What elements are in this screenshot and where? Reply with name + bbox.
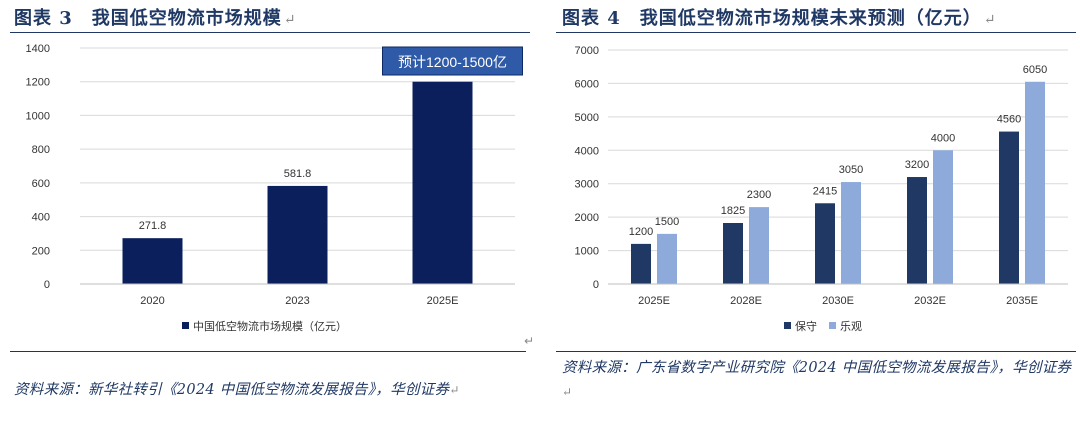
data-label: 6050 (1023, 64, 1047, 76)
data-label: 2415 (813, 185, 837, 197)
data-label: 4000 (931, 132, 955, 144)
bar (815, 203, 835, 284)
left-source: 资料来源：新华社转引《2024 中国低空物流发展报告》，华创证券↵ (14, 382, 460, 398)
data-label: 4560 (997, 114, 1021, 126)
data-label: 3050 (839, 164, 863, 176)
bar (631, 243, 651, 284)
left-return-mark-icon: ↵ (524, 334, 535, 348)
y-tick-label: 800 (32, 144, 50, 156)
data-label: 3200 (905, 159, 929, 171)
right-title-rule (556, 32, 1076, 33)
data-label: 2300 (747, 189, 771, 201)
x-tick-label: 2025E (427, 295, 459, 307)
x-tick-label: 2020 (140, 295, 164, 307)
right-bottom-rule (556, 351, 1076, 352)
left-title-rule (10, 32, 530, 33)
bar (999, 131, 1019, 284)
bar (933, 150, 953, 284)
left-figure-title: 图表 3 我国低空物流市场规模 ↵ (14, 8, 297, 29)
data-label: 1825 (721, 205, 745, 217)
left-bottom-rule (10, 351, 526, 352)
legend-swatch (829, 322, 836, 329)
bar (412, 81, 473, 284)
legend-swatch (182, 322, 189, 329)
legend-swatch (784, 322, 791, 329)
y-tick-label: 6000 (575, 78, 599, 90)
return-mark-icon: ↵ (283, 12, 297, 28)
bar (841, 182, 861, 284)
y-tick-label: 1400 (26, 43, 50, 55)
y-tick-label: 1000 (575, 246, 599, 258)
y-tick-label: 600 (32, 178, 50, 190)
bar (657, 233, 677, 284)
x-tick-label: 2030E (822, 295, 854, 307)
x-tick-label: 2025E (638, 295, 670, 307)
y-tick-label: 5000 (575, 112, 599, 124)
y-tick-label: 0 (44, 279, 50, 291)
y-tick-label: 0 (593, 279, 599, 291)
x-tick-label: 2023 (285, 295, 309, 307)
data-label: 1200 (629, 226, 653, 238)
x-tick-label: 2035E (1006, 295, 1038, 307)
x-tick-label: 2028E (730, 295, 762, 307)
return-mark-icon: ↵ (449, 383, 460, 397)
bar (749, 207, 769, 284)
y-tick-label: 400 (32, 212, 50, 224)
y-tick-label: 2000 (575, 212, 599, 224)
data-label: 1500 (655, 216, 679, 228)
y-tick-label: 200 (32, 245, 50, 257)
bar (267, 185, 328, 284)
bar (122, 238, 183, 284)
bar (907, 177, 927, 284)
y-tick-label: 1200 (26, 77, 50, 89)
bar (1025, 81, 1045, 284)
y-tick-label: 4000 (575, 145, 599, 157)
legend-label: 乐观 (840, 320, 862, 333)
left-chart: 0 200 400 600 800 1000 1200 1400 271.8 2020 581.8 2… (26, 43, 523, 333)
data-label: 271.8 (139, 220, 167, 232)
callout-background (382, 46, 523, 76)
legend-label: 中国低空物流市场规模（亿元） (193, 319, 347, 333)
right-figure-title: 图表 4 我国低空物流市场规模未来预测（亿元） ↵ (562, 8, 997, 29)
callout-box: 预计1200-1500亿 (382, 46, 523, 76)
y-tick-label: 1000 (26, 110, 50, 122)
callout-text: 预计1200-1500亿 (398, 54, 507, 70)
return-mark-icon: ↵ (983, 12, 997, 28)
x-tick-label: 2032E (914, 295, 946, 307)
legend: 保守 乐观 (784, 319, 862, 333)
legend: 中国低空物流市场规模（亿元） (182, 319, 347, 333)
right-source: 资料来源：广东省数字产业研究院《2024 中国低空物流发展报告》，华创证券↵ (562, 360, 1072, 399)
y-tick-label: 3000 (575, 179, 599, 191)
return-mark-icon: ↵ (562, 385, 573, 399)
bar (723, 222, 743, 284)
legend-label: 保守 (795, 319, 817, 333)
data-label: 581.8 (284, 168, 312, 180)
y-tick-label: 7000 (575, 45, 599, 57)
